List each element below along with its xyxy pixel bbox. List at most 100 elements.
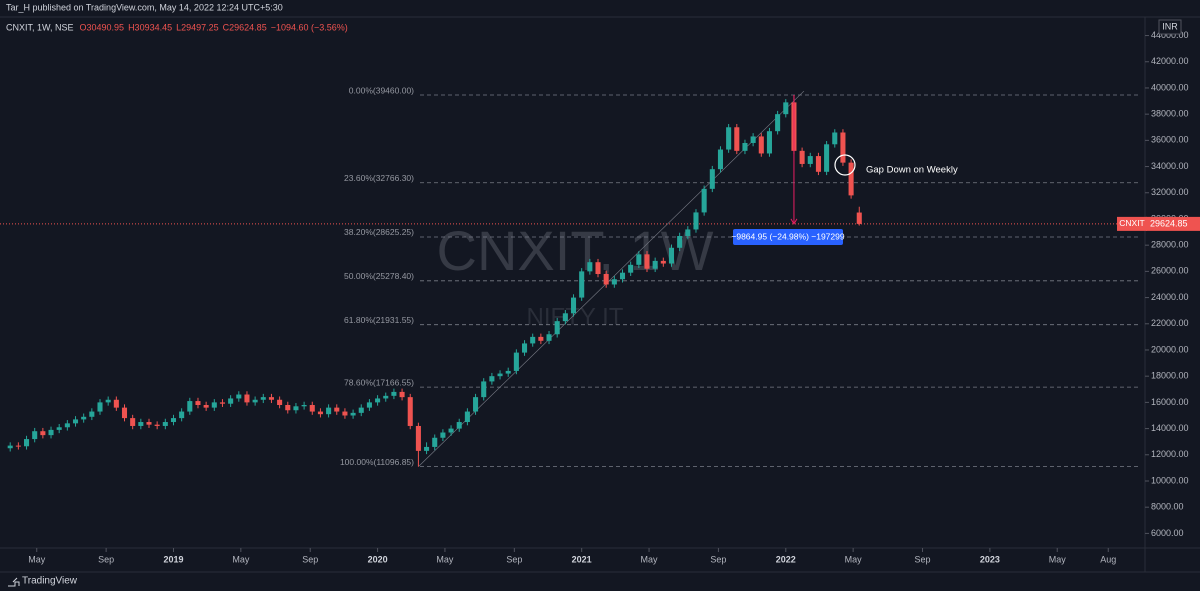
candle-body: [701, 188, 707, 213]
footer-brand: TradingView: [22, 576, 78, 587]
y-tick-label: 40000.00: [1151, 82, 1189, 92]
fib-label: 50.00%(25278.40): [344, 271, 414, 281]
x-tick-label: May: [641, 554, 659, 564]
candle-body: [236, 394, 242, 399]
fib-label: 78.60%(17166.55): [344, 377, 414, 387]
x-tick-label: 2019: [163, 554, 183, 564]
ohlc-value: −1094.60 (−3.56%): [271, 22, 348, 32]
y-tick-label: 38000.00: [1151, 109, 1189, 119]
gap-note: Gap Down on Weekly: [866, 165, 958, 176]
candle-body: [391, 391, 397, 396]
candle-body: [693, 212, 699, 230]
candle-body: [203, 405, 209, 408]
candle-body: [546, 334, 552, 341]
candle-body: [685, 229, 691, 237]
measure-arrow: [790, 218, 798, 225]
candle-body: [154, 424, 160, 426]
candle-body: [758, 136, 764, 154]
candle-body: [105, 399, 111, 403]
candle-body: [807, 156, 813, 164]
x-tick-label: May: [1049, 554, 1067, 564]
candle-body: [113, 399, 119, 408]
symbol-legend: CNXIT, 1W, NSE: [6, 22, 74, 32]
candle-body: [260, 397, 266, 400]
publisher: Tar_H published on TradingView.com, May …: [6, 2, 283, 12]
x-tick-label: Sep: [302, 554, 318, 564]
logo: [8, 577, 20, 587]
candle-body: [219, 402, 225, 404]
candle-body: [64, 423, 70, 428]
candle-body: [766, 131, 772, 154]
candle-body: [611, 279, 617, 285]
fib-label: 38.20%(28625.25): [344, 227, 414, 237]
ohlc-value: O30490.95: [80, 22, 125, 32]
watermark-title: CNXIT, 1W: [437, 219, 714, 282]
candle-body: [244, 394, 250, 403]
x-tick-label: May: [232, 554, 250, 564]
candle-body: [636, 254, 642, 265]
candle-body: [497, 373, 503, 377]
x-tick-label: 2022: [776, 554, 796, 564]
candle-body: [309, 405, 315, 412]
candle-body: [146, 422, 152, 425]
candle-body: [538, 336, 544, 341]
gap-circle: [834, 154, 856, 176]
x-tick-label: Aug: [1100, 554, 1116, 564]
candle-body: [840, 132, 846, 163]
candle-body: [342, 411, 348, 416]
candle-body: [783, 102, 789, 115]
candle-body: [32, 431, 38, 440]
candle-body: [277, 399, 283, 406]
candle-body: [619, 272, 626, 280]
fib-label: 0.00%(39460.00): [349, 85, 414, 95]
candle-body: [358, 407, 364, 413]
y-tick-label: 22000.00: [1151, 318, 1189, 328]
candle-body: [652, 260, 658, 269]
x-tick-label: 2020: [368, 554, 388, 564]
candle-body: [481, 381, 487, 398]
candle-body: [407, 397, 413, 426]
candle-body: [350, 412, 356, 416]
x-tick-label: 2021: [572, 554, 592, 564]
y-tick-label: 28000.00: [1151, 240, 1189, 250]
candle-body: [587, 262, 593, 272]
x-tick-label: May: [436, 554, 454, 564]
symbol-price-label: CNXIT: [1119, 218, 1145, 228]
candle-body: [48, 429, 54, 436]
candle-body: [603, 273, 609, 285]
candle-body: [170, 418, 177, 423]
candle-body: [317, 411, 323, 415]
watermark: CNXIT, 1W NIFTY IT: [437, 219, 714, 331]
candle-body: [162, 422, 168, 426]
candle-body: [628, 264, 634, 273]
ohlc-value: L29497.25: [176, 22, 219, 32]
candle-body: [464, 411, 470, 423]
y-tick-label: 26000.00: [1151, 266, 1189, 276]
candle-body: [554, 321, 560, 335]
measure-label: −9864.95 (−24.98%) −197299: [731, 231, 844, 241]
ohlc-value: H30934.45: [128, 22, 172, 32]
x-tick-label: Sep: [98, 554, 114, 564]
candle-body: [595, 262, 601, 274]
candle-body: [415, 425, 421, 451]
candle-body: [775, 114, 781, 132]
symbol-price-box: [1117, 216, 1147, 231]
candle-body: [24, 439, 30, 447]
candle-body: [660, 260, 666, 264]
candle-body: [121, 407, 128, 419]
candle-body: [448, 428, 454, 433]
candle-body: [522, 343, 528, 353]
candle-body: [285, 405, 291, 411]
candle-body: [130, 418, 136, 426]
y-tick-label: 12000.00: [1151, 449, 1189, 459]
candle-body: [375, 398, 381, 403]
y-tick-label: 14000.00: [1151, 423, 1189, 433]
candle-body: [383, 395, 389, 399]
x-tick-label: 2023: [980, 554, 1000, 564]
x-tick-label: Sep: [915, 554, 931, 564]
currency-box: [1158, 19, 1182, 35]
candle-body: [89, 411, 95, 417]
candle-body: [7, 445, 13, 449]
